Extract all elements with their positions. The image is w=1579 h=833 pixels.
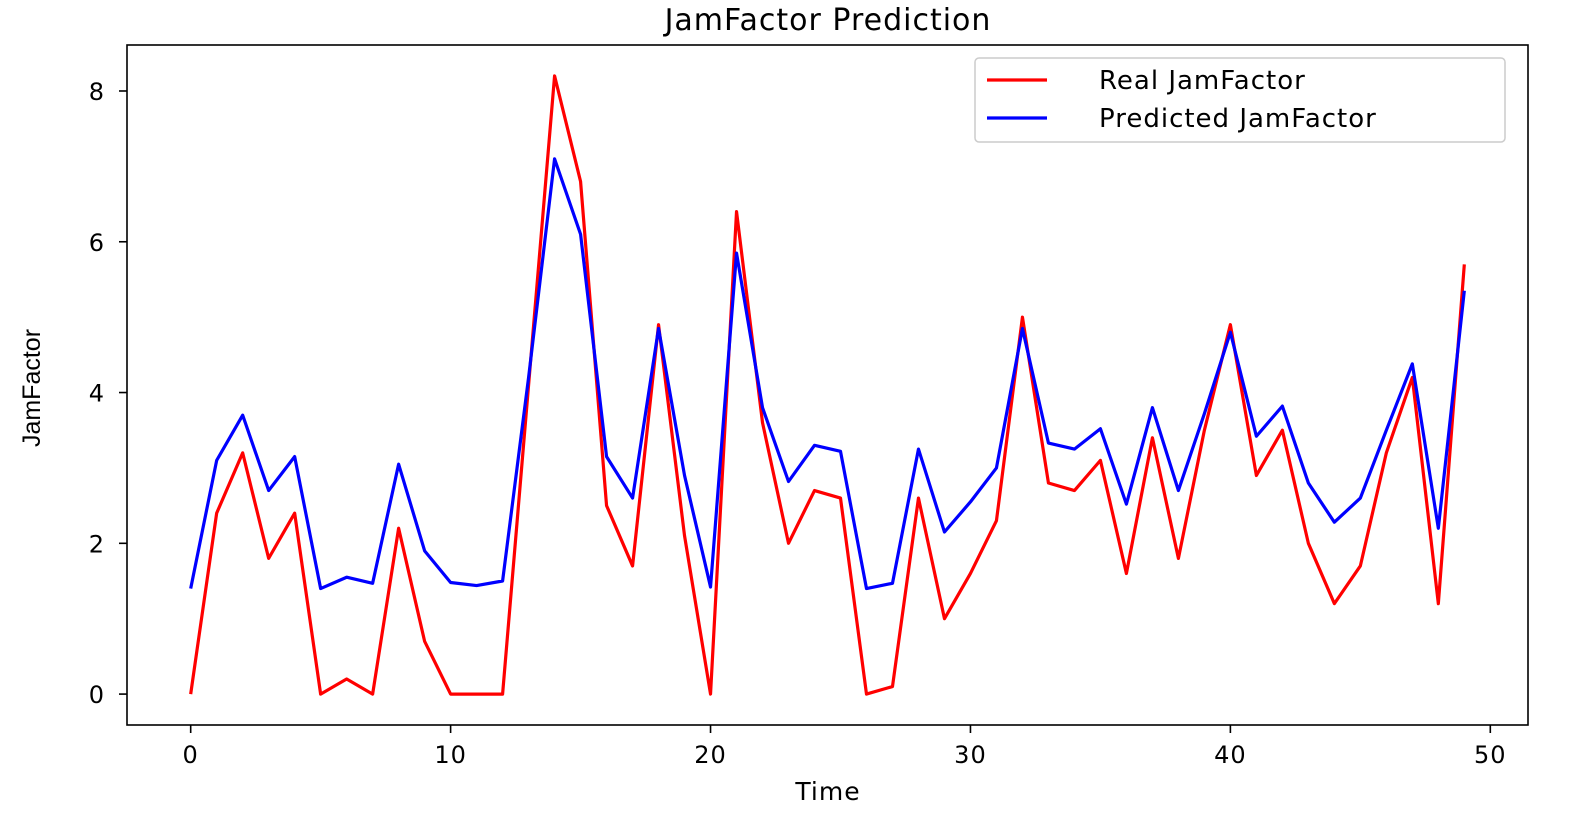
y-tick-label: 2 [89, 530, 105, 558]
x-tick-label: 30 [954, 741, 987, 769]
y-axis-label: JamFactor [18, 329, 46, 447]
axes-frame [126, 44, 1529, 726]
legend: Real JamFactor Predicted JamFactor [974, 57, 1506, 143]
chart-title: JamFactor Prediction [663, 3, 992, 38]
legend-box [974, 57, 1506, 143]
plot-background [127, 45, 1528, 725]
plot-area [127, 45, 1528, 725]
y-tick-label: 4 [89, 380, 105, 408]
axes-layer: 0 10 20 30 40 50 0 2 4 6 8 [89, 44, 1529, 769]
y-tick-label: 6 [89, 229, 105, 257]
series-line-0 [189, 74, 1466, 696]
x-tick-label: 20 [694, 741, 727, 769]
legend-label-1: Predicted JamFactor [1099, 104, 1377, 134]
y-tick-label: 0 [89, 681, 105, 709]
x-tick-label: 40 [1214, 741, 1247, 769]
x-tick-label: 50 [1474, 741, 1507, 769]
series-layer [189, 74, 1466, 696]
x-tick-label: 0 [183, 741, 199, 769]
x-tick-label: 10 [434, 741, 467, 769]
x-axis-label: Time [794, 777, 860, 806]
y-tick-label: 8 [89, 78, 105, 106]
legend-label-0: Real JamFactor [1099, 66, 1306, 96]
series-line-1 [189, 157, 1466, 591]
